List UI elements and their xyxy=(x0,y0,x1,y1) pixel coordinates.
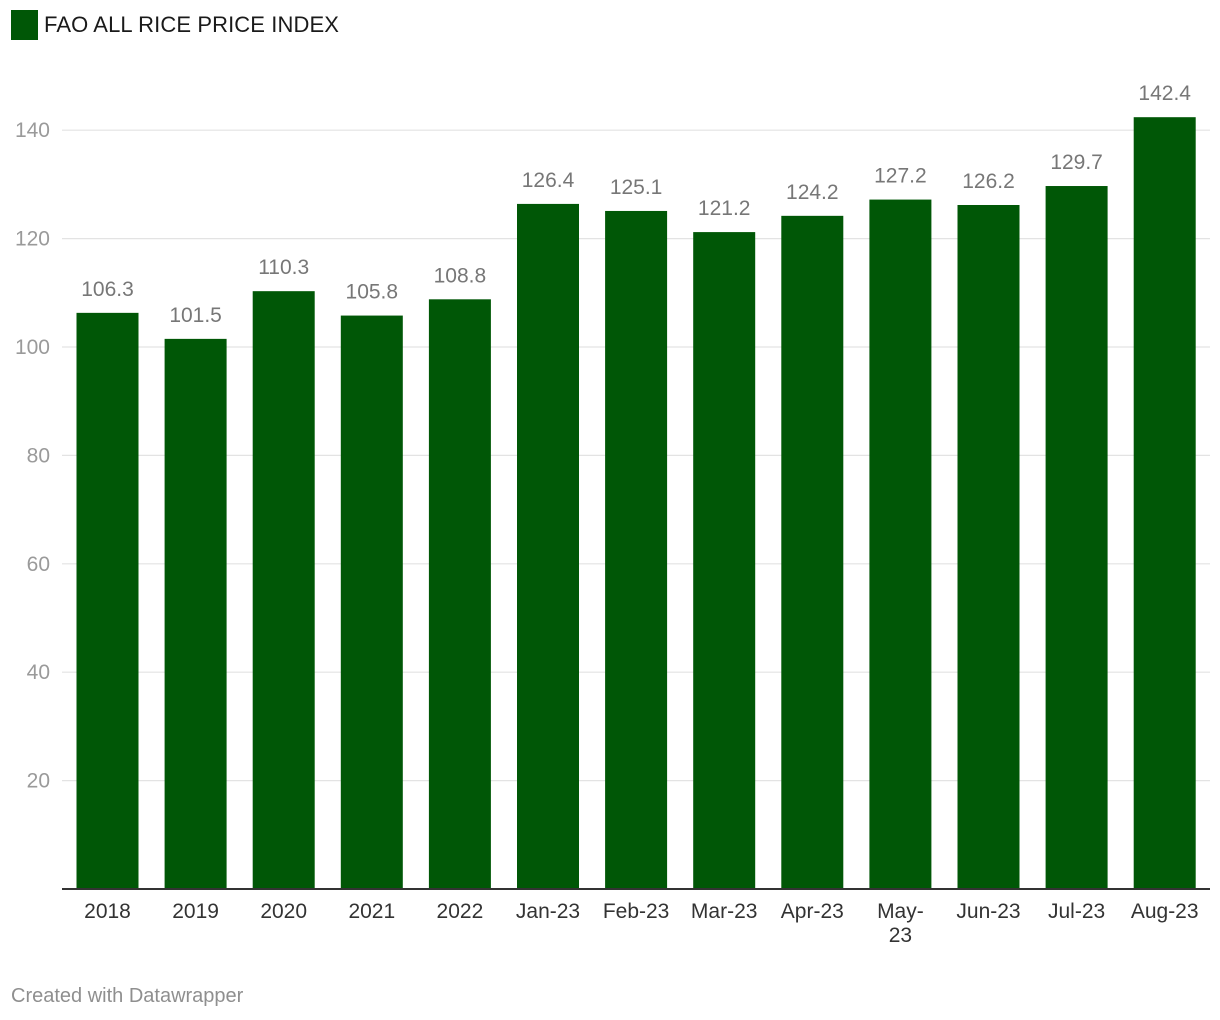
value-label: 108.8 xyxy=(434,264,487,287)
bar-2019 xyxy=(164,338,227,889)
y-tick-label: 120 xyxy=(15,228,50,251)
bar-aug-23 xyxy=(1133,117,1196,889)
footer-credit: Created with Datawrapper xyxy=(11,985,244,1007)
value-label: 127.2 xyxy=(874,165,927,188)
x-tick-label: Aug-23 xyxy=(1131,900,1199,923)
bar-2018 xyxy=(76,312,139,889)
bar-feb-23 xyxy=(605,210,668,889)
bar-jun-23 xyxy=(957,204,1020,890)
x-tick-label: Mar-23 xyxy=(691,900,758,923)
x-axis: 2018 2019 2020 2021 2022 Jan-23 Feb-23 Mar-23 Ap… xyxy=(62,888,1210,947)
y-tick-label: 140 xyxy=(15,119,50,142)
bar-jan-23 xyxy=(517,203,579,890)
value-label: 110.3 xyxy=(258,256,309,279)
bar-apr-23 xyxy=(781,215,844,889)
x-tick-label: Apr-23 xyxy=(781,900,844,923)
x-tick-label: May-23 xyxy=(877,900,924,947)
bar-2021 xyxy=(340,315,403,890)
legend-label: FAO ALL RICE PRICE INDEX xyxy=(44,12,340,37)
x-tick-label: 2018 xyxy=(84,900,131,923)
y-tick-label: 40 xyxy=(27,661,50,684)
y-tick-label: 100 xyxy=(15,336,50,359)
value-label: 106.3 xyxy=(81,278,134,301)
x-tick-label: Feb-23 xyxy=(603,900,670,923)
value-label: 129.7 xyxy=(1050,151,1103,174)
y-tick-label: 80 xyxy=(27,444,50,467)
value-label: 126.4 xyxy=(522,169,575,192)
value-label: 121.2 xyxy=(698,197,751,220)
value-label: 125.1 xyxy=(610,176,663,199)
value-label: 126.2 xyxy=(962,170,1015,193)
x-tick-label: Jan-23 xyxy=(516,900,580,923)
x-tick-label: 2020 xyxy=(260,900,307,923)
y-tick-label: 60 xyxy=(27,553,50,576)
value-label: 105.8 xyxy=(346,281,399,304)
x-tick-label: 2021 xyxy=(348,900,395,923)
bar-jul-23 xyxy=(1045,186,1108,889)
x-tick-label: Jul-23 xyxy=(1048,900,1105,923)
y-axis-ticks: 20 40 60 80 100 120 140 xyxy=(15,119,50,792)
x-tick-label: 2022 xyxy=(437,900,484,923)
value-label: 101.5 xyxy=(169,304,222,327)
legend-swatch xyxy=(11,10,38,40)
bar-2022 xyxy=(428,299,491,890)
x-tick-label: 2019 xyxy=(172,900,219,923)
value-labels: 106.3 101.5 110.3 105.8 108.8 126.4 125.1 121.2… xyxy=(81,82,1191,327)
bar-mar-23 xyxy=(693,232,756,889)
y-tick-label: 20 xyxy=(27,770,50,793)
bar-may-23 xyxy=(869,199,932,890)
value-label: 124.2 xyxy=(786,181,839,204)
legend: FAO ALL RICE PRICE INDEX xyxy=(11,10,339,40)
x-tick-label: Jun-23 xyxy=(956,900,1020,923)
bars xyxy=(76,117,1196,890)
bar-2020 xyxy=(252,291,315,889)
value-label: 142.4 xyxy=(1138,82,1191,105)
